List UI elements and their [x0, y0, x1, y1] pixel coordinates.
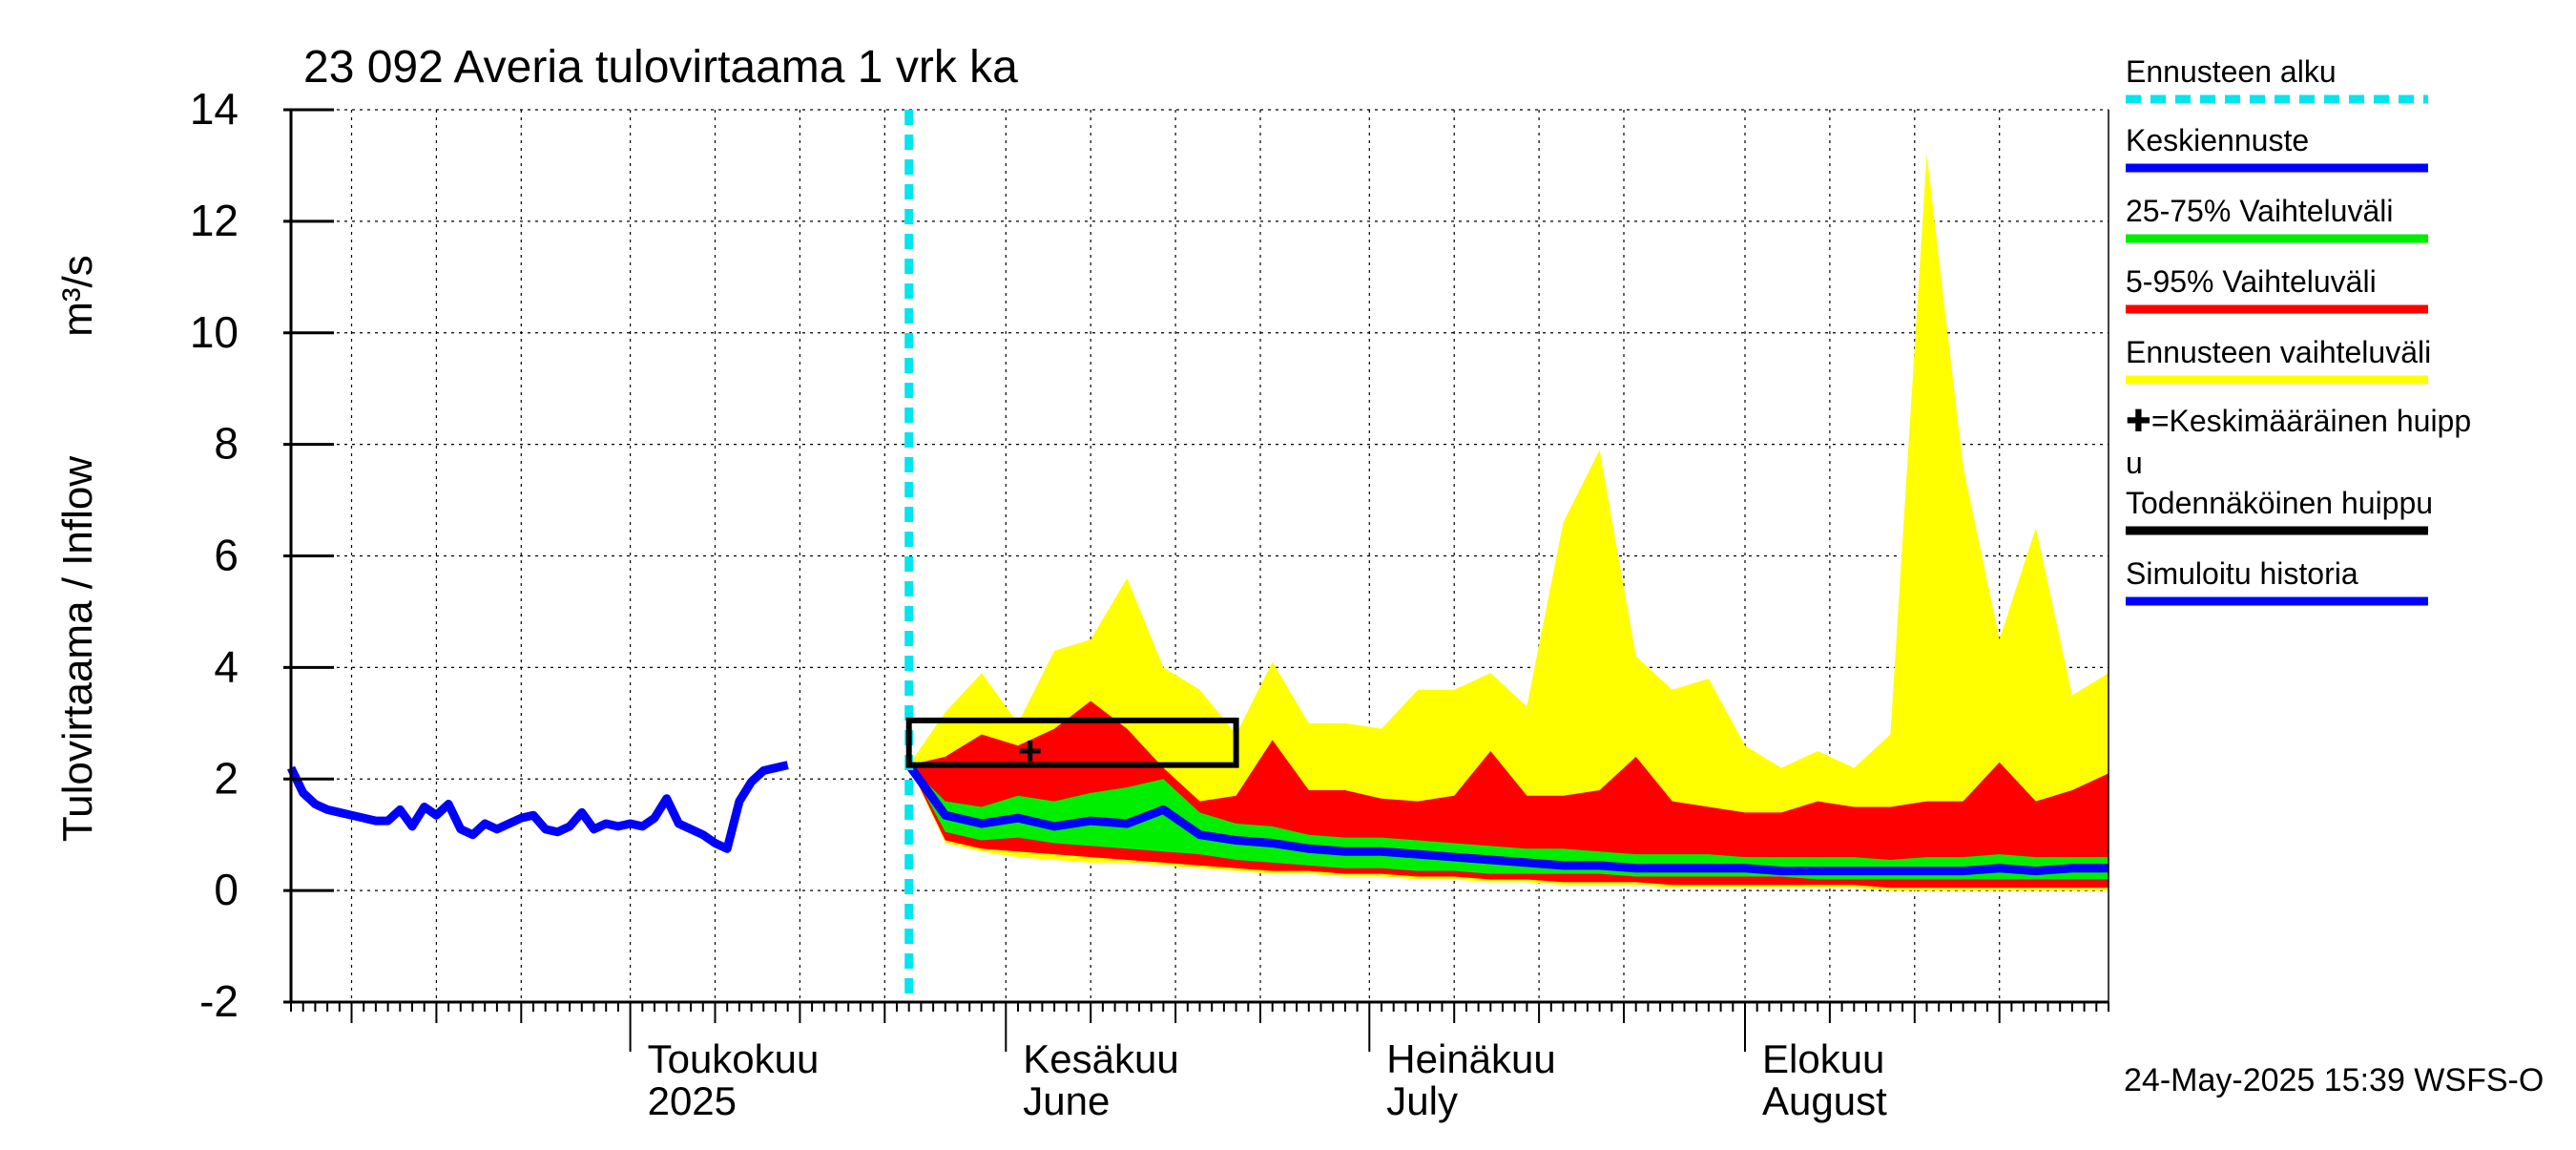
- x-month-label-secondary: June: [1023, 1078, 1110, 1123]
- x-month-label-secondary: 2025: [648, 1078, 737, 1123]
- band-full-range: [908, 154, 2109, 891]
- legend-label: u: [2126, 446, 2143, 480]
- y-tick-label: 4: [214, 641, 239, 691]
- probable-peak-box: [905, 717, 1239, 768]
- x-month-label: Elokuu: [1762, 1036, 1884, 1081]
- y-tick-label: 14: [190, 84, 239, 134]
- y-tick-label: 6: [214, 531, 239, 580]
- legend-item: Keskiennuste: [2126, 123, 2428, 173]
- legend-item: Ennusteen alku: [2126, 54, 2428, 104]
- plot-area: [286, 109, 2109, 1003]
- legend-label: Keskiennuste: [2126, 123, 2309, 157]
- legend: Ennusteen alku Keskiennuste 25-75% Vaihtel…: [2126, 54, 2471, 606]
- legend-item: Todennäköinen huippu: [2126, 486, 2433, 535]
- chart-title: 23 092 Averia tulovirtaama 1 vrk ka: [303, 42, 1018, 93]
- x-month-label-secondary: July: [1386, 1078, 1458, 1123]
- legend-item: ✚=Keskimääräinen huipp u: [2126, 404, 2471, 480]
- legend-item: Ennusteen vaihteluväli: [2126, 335, 2431, 385]
- y-axis-unit: m³/s: [54, 255, 101, 337]
- legend-label: 5-95% Vaihteluväli: [2126, 264, 2377, 299]
- mean-peak-marker: [1019, 741, 1041, 763]
- legend-label: Simuloitu historia: [2126, 556, 2358, 591]
- legend-label: ✚=Keskimääräinen huipp: [2126, 404, 2471, 438]
- y-tick-label: 0: [214, 865, 239, 914]
- x-month-label-secondary: August: [1762, 1078, 1887, 1123]
- legend-label: 25-75% Vaihteluväli: [2126, 194, 2393, 228]
- x-month-label: Kesäkuu: [1023, 1036, 1178, 1081]
- y-tick-label: 2: [214, 753, 239, 803]
- y-tick-label: 10: [190, 307, 239, 357]
- y-tick-label: 12: [190, 196, 239, 245]
- footer-timestamp: 24-May-2025 15:39 WSFS-O: [2124, 1062, 2544, 1098]
- x-month-label: Toukokuu: [648, 1036, 820, 1081]
- legend-item: Simuloitu historia: [2126, 556, 2428, 606]
- legend-label: Ennusteen alku: [2126, 54, 2337, 89]
- y-tick-label: 8: [214, 419, 239, 469]
- x-month-label: Heinäkuu: [1386, 1036, 1555, 1081]
- y-axis-label: Tulovirtaama / Inflow: [54, 456, 101, 843]
- legend-label: Todennäköinen huippu: [2126, 486, 2433, 520]
- legend-item: 5-95% Vaihteluväli: [2126, 264, 2428, 314]
- history-line: [286, 761, 789, 853]
- y-tick-label: -2: [199, 976, 239, 1026]
- legend-label: Ennusteen vaihteluväli: [2126, 335, 2431, 369]
- band-25-75: [908, 764, 2109, 880]
- mean-forecast-line: [905, 763, 2109, 876]
- legend-item: 25-75% Vaihteluväli: [2126, 194, 2428, 243]
